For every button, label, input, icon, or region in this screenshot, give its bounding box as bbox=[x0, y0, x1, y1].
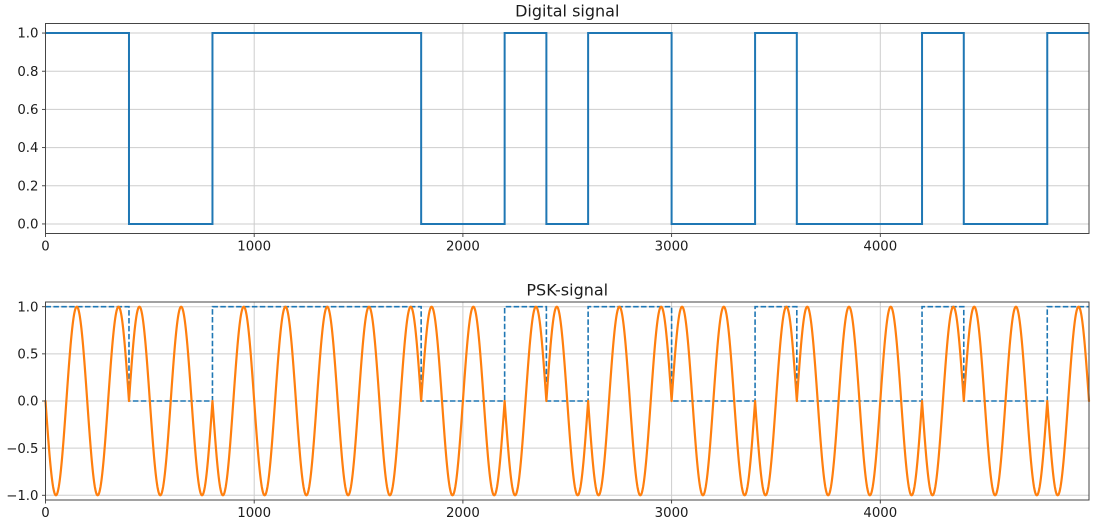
y-tick-label: −0.5 bbox=[6, 442, 38, 457]
psk-signal-plot: 0 1000 2000 3000 4000 −1.0 −0.5 0.0 0.5 1.0 bbox=[6, 300, 1091, 521]
y-tick-label: 0.6 bbox=[17, 103, 38, 118]
y-tick-label: −1.0 bbox=[6, 489, 38, 504]
y-tick-label: 0.0 bbox=[17, 218, 38, 233]
x-tick-label: 1000 bbox=[237, 239, 271, 254]
x-tick-label: 3000 bbox=[655, 239, 689, 254]
y-tick-label: 0.4 bbox=[17, 141, 38, 156]
psk-plot-title: PSK-signal bbox=[526, 281, 608, 300]
x-tick-label: 0 bbox=[41, 506, 49, 521]
psk-carrier-line bbox=[44, 305, 1091, 497]
axes-spines bbox=[45, 301, 1090, 501]
x-tick-label: 2000 bbox=[446, 506, 480, 521]
axes-spines bbox=[45, 23, 1090, 234]
x-tick-label: 4000 bbox=[863, 506, 897, 521]
digital-signal-plot: 0 1000 2000 3000 4000 0.0 0.2 0.4 0.6 0.8 1.0 bbox=[17, 23, 1090, 254]
y-tick-label: 0.0 bbox=[17, 395, 38, 410]
y-tick-label: 0.8 bbox=[17, 65, 38, 80]
y-tick-label: 1.0 bbox=[17, 300, 38, 315]
digital-signal-line bbox=[45, 32, 1089, 225]
x-tick-label: 3000 bbox=[655, 506, 689, 521]
x-tick-label: 0 bbox=[41, 239, 49, 254]
y-tick-label: 0.5 bbox=[17, 348, 38, 363]
x-tick-label: 2000 bbox=[446, 239, 480, 254]
x-tick-label: 4000 bbox=[863, 239, 897, 254]
x-tick-label: 1000 bbox=[237, 506, 271, 521]
y-tick-label: 1.0 bbox=[17, 27, 38, 42]
psk-digital-overlay-line bbox=[45, 305, 1089, 402]
y-tick-label: 0.2 bbox=[17, 179, 38, 194]
digital-plot-title: Digital signal bbox=[515, 2, 619, 21]
